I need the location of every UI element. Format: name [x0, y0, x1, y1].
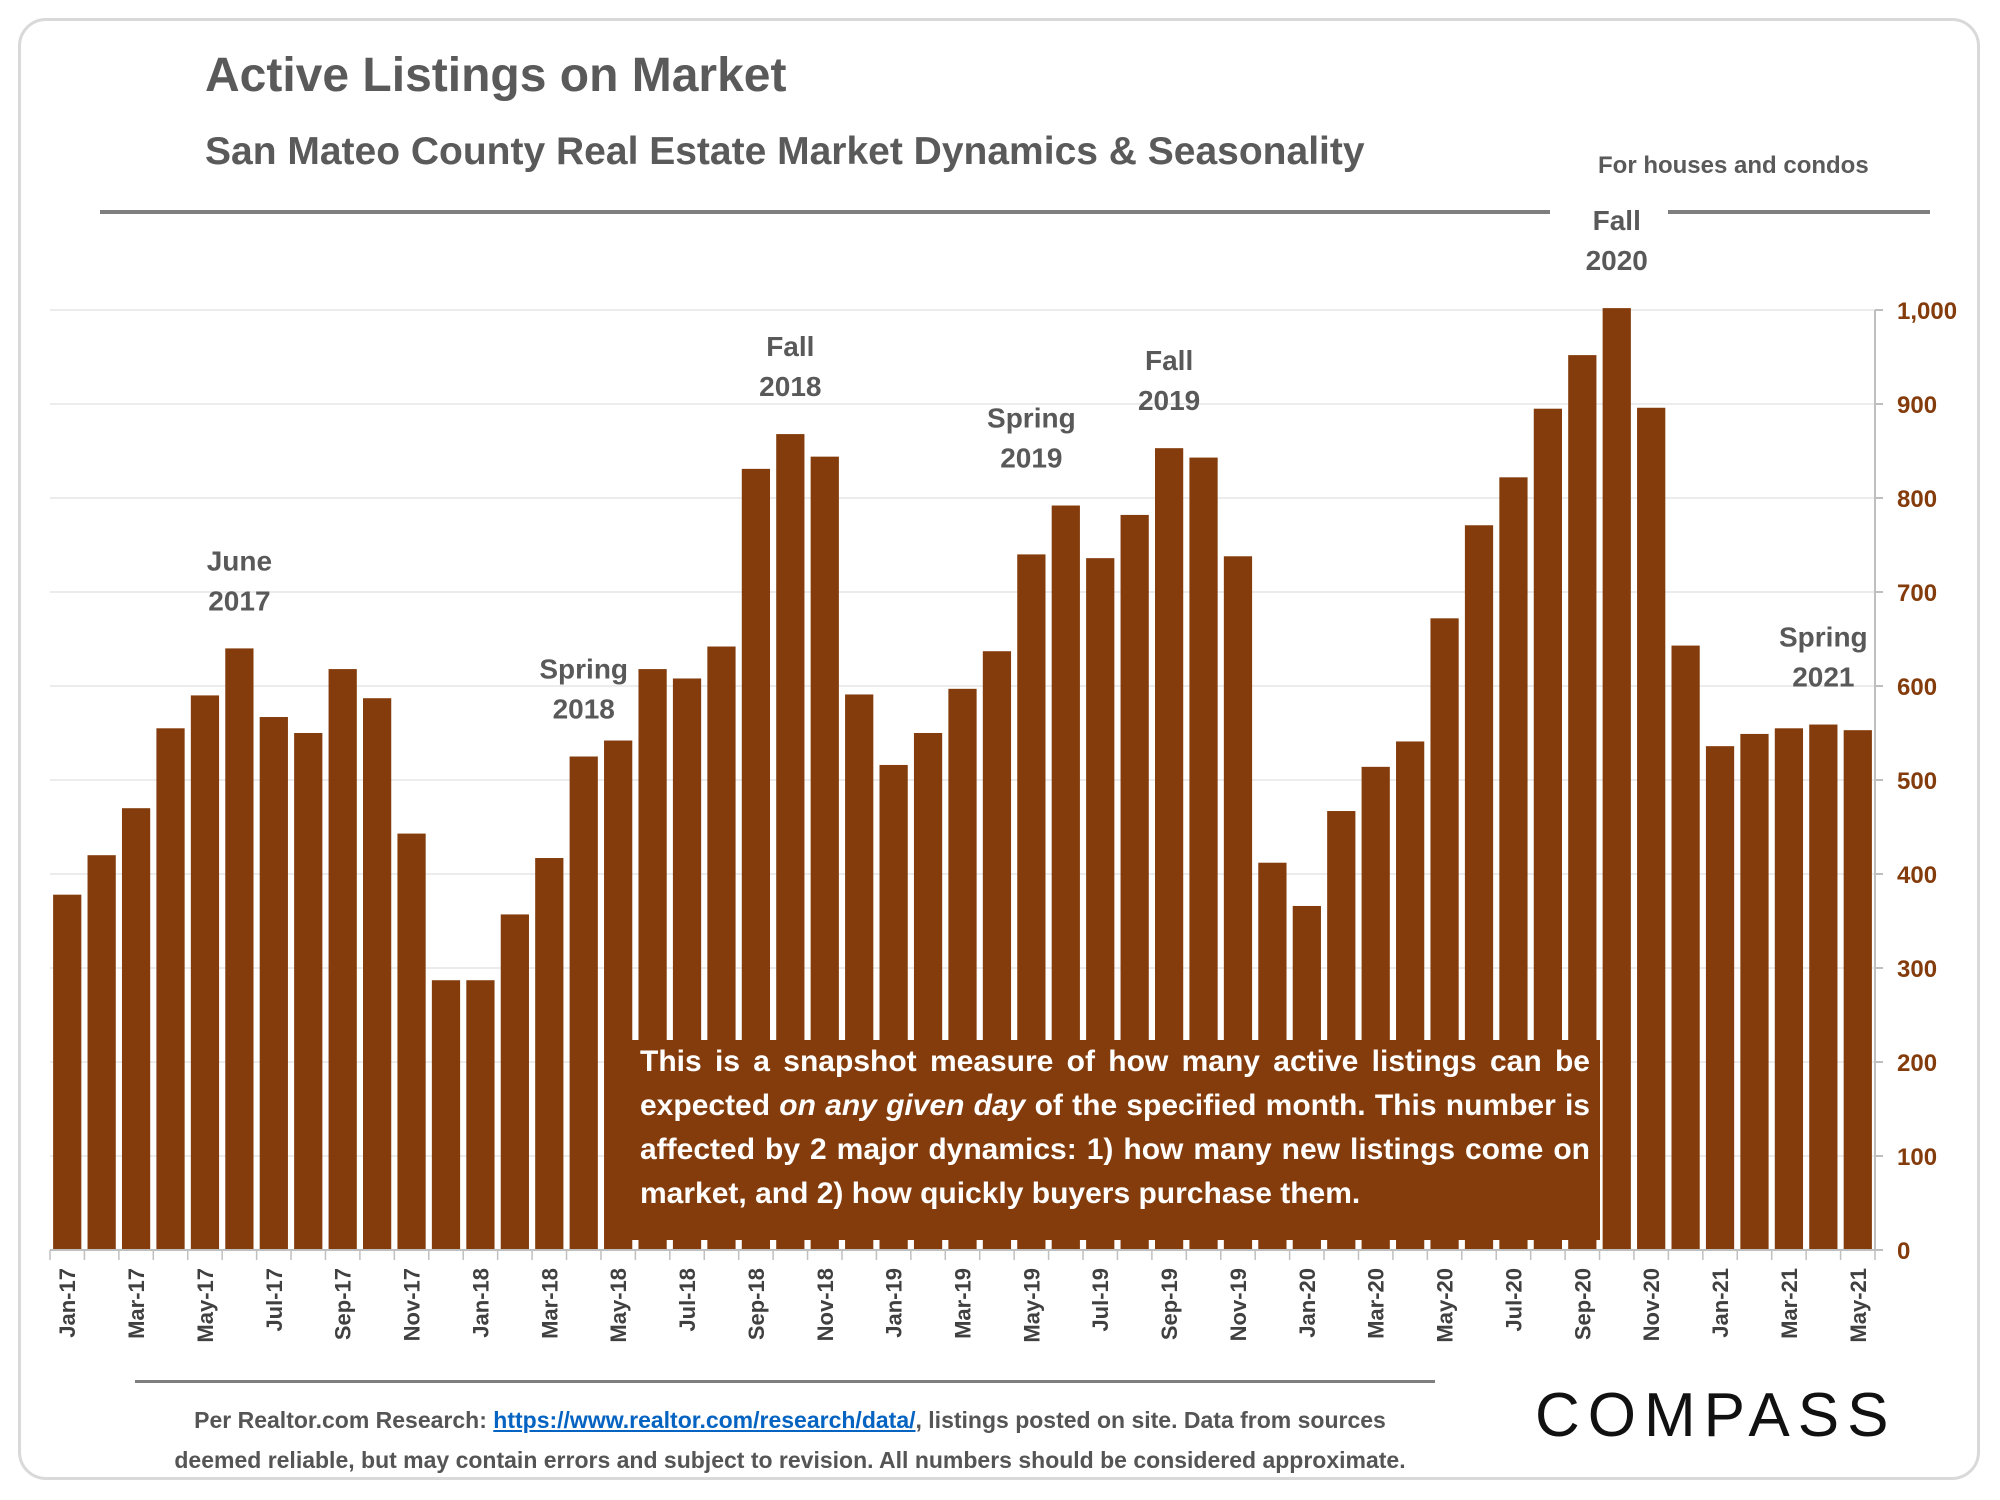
- annotation-label: 2019: [1000, 443, 1062, 474]
- bar-Apr-21: [1809, 724, 1838, 1250]
- bar-Jun-17: [225, 648, 254, 1250]
- x-tick-label: Nov-17: [400, 1268, 425, 1341]
- x-tick-label: Sep-20: [1570, 1268, 1595, 1340]
- y-tick-label: 600: [1897, 674, 1937, 701]
- source-prefix: Per Realtor.com Research:: [194, 1407, 494, 1433]
- bar-Nov-20: [1637, 407, 1666, 1250]
- chart-frame: [18, 18, 1980, 1480]
- annotation-label: 2018: [759, 371, 821, 402]
- y-tick-label: 100: [1897, 1144, 1937, 1171]
- annotation-label: Fall: [766, 331, 814, 362]
- bar-Sep-17: [328, 669, 357, 1250]
- x-tick-label: Nov-18: [813, 1268, 838, 1341]
- y-tick-label: 300: [1897, 956, 1937, 983]
- bar-Jul-17: [259, 717, 288, 1250]
- annotation-label: 2018: [553, 694, 615, 725]
- bar-Feb-21: [1740, 733, 1769, 1250]
- annotation-label: Spring: [1779, 622, 1868, 653]
- y-tick-label: 900: [1897, 392, 1937, 419]
- y-tick-label: 0: [1897, 1238, 1910, 1265]
- bar-Feb-17: [87, 855, 116, 1250]
- x-tick-label: Jan-21: [1708, 1268, 1733, 1338]
- header-rule-right: [1668, 210, 1930, 214]
- y-tick-label: 700: [1897, 580, 1937, 607]
- x-tick-label: Mar-19: [951, 1268, 976, 1339]
- bar-Nov-17: [397, 833, 426, 1250]
- bar-Apr-18: [569, 756, 598, 1250]
- source-footer: Per Realtor.com Research: https://www.re…: [130, 1400, 1450, 1480]
- x-tick-label: Sep-19: [1157, 1268, 1182, 1340]
- bar-Oct-20: [1602, 308, 1631, 1250]
- x-tick-label: May-20: [1433, 1268, 1458, 1343]
- footer-rule: [135, 1380, 1435, 1383]
- x-tick-label: Mar-20: [1364, 1268, 1389, 1339]
- source-line-1: Per Realtor.com Research: https://www.re…: [130, 1400, 1450, 1440]
- bar-Dec-20: [1671, 645, 1700, 1250]
- chart-subtitle: San Mateo County Real Estate Market Dyna…: [205, 130, 1365, 173]
- x-tick-label: Jan-18: [468, 1268, 493, 1338]
- bar-Jan-17: [53, 894, 82, 1250]
- bar-May-18: [604, 740, 633, 1250]
- bar-Aug-17: [294, 733, 323, 1250]
- x-tick-label: May-21: [1846, 1268, 1871, 1343]
- source-line-2: deemed reliable, but may contain errors …: [174, 1447, 1406, 1473]
- bar-Apr-17: [156, 728, 185, 1250]
- bar-Mar-21: [1774, 728, 1804, 1250]
- y-tick-label: 400: [1897, 862, 1937, 889]
- annotation-label: June: [207, 545, 272, 576]
- annotation-label: Fall: [1593, 205, 1641, 236]
- bar-Feb-18: [500, 914, 529, 1250]
- annotation-label: 2019: [1138, 385, 1200, 416]
- x-tick-label: Nov-19: [1226, 1268, 1251, 1341]
- x-tick-label: May-18: [606, 1268, 631, 1343]
- info-text-part1: This is a snapshot measure of how many a…: [640, 1045, 1590, 1122]
- bar-Mar-17: [121, 808, 151, 1250]
- header-rule-left: [100, 210, 1550, 214]
- bar-May-17: [190, 695, 220, 1250]
- info-text-part2: of the specified month. This number is a…: [640, 1089, 1590, 1210]
- x-tick-label: Jan-17: [55, 1268, 80, 1338]
- x-tick-label: Jan-20: [1295, 1268, 1320, 1338]
- x-tick-label: Mar-18: [537, 1268, 562, 1339]
- info-box: This is a snapshot measure of how many a…: [630, 1040, 1600, 1240]
- x-tick-label: Jan-19: [882, 1268, 907, 1338]
- annotation-label: 2021: [1792, 662, 1854, 693]
- annotation-label: Spring: [539, 654, 628, 685]
- bar-Mar-18: [535, 858, 564, 1250]
- x-tick-label: Sep-18: [744, 1268, 769, 1340]
- scope-note: For houses and condos: [1598, 152, 1869, 179]
- x-tick-label: May-17: [193, 1268, 218, 1343]
- info-text-emphasis: on any given day: [779, 1089, 1026, 1122]
- compass-logo: COMPASS: [1535, 1381, 1897, 1450]
- x-tick-label: Sep-17: [331, 1268, 356, 1340]
- bar-Jan-18: [466, 980, 495, 1250]
- x-tick-label: Jul-17: [262, 1268, 287, 1332]
- bar-Oct-17: [363, 698, 392, 1250]
- x-tick-label: Mar-17: [124, 1268, 149, 1339]
- annotation-label: Fall: [1145, 345, 1193, 376]
- x-tick-label: Jul-19: [1088, 1268, 1113, 1332]
- bar-Dec-17: [431, 980, 461, 1250]
- annotation-label: 2017: [208, 585, 270, 616]
- y-tick-label: 200: [1897, 1050, 1937, 1077]
- source-link[interactable]: https://www.realtor.com/research/data/: [493, 1407, 916, 1433]
- x-tick-label: Mar-21: [1777, 1268, 1802, 1339]
- source-suffix: , listings posted on site. Data from sou…: [915, 1407, 1386, 1433]
- y-tick-label: 1,000: [1897, 298, 1957, 325]
- x-tick-label: May-19: [1019, 1268, 1044, 1343]
- bar-May-21: [1843, 730, 1872, 1250]
- bar-Jan-21: [1705, 746, 1735, 1250]
- annotation-label: Spring: [987, 403, 1076, 434]
- x-tick-label: Nov-20: [1639, 1268, 1664, 1341]
- chart-title: Active Listings on Market: [205, 49, 787, 102]
- y-tick-label: 500: [1897, 768, 1937, 795]
- x-tick-label: Jul-18: [675, 1268, 700, 1332]
- annotation-label: 2020: [1586, 245, 1648, 276]
- x-tick-label: Jul-20: [1501, 1268, 1526, 1332]
- y-tick-label: 800: [1897, 486, 1937, 513]
